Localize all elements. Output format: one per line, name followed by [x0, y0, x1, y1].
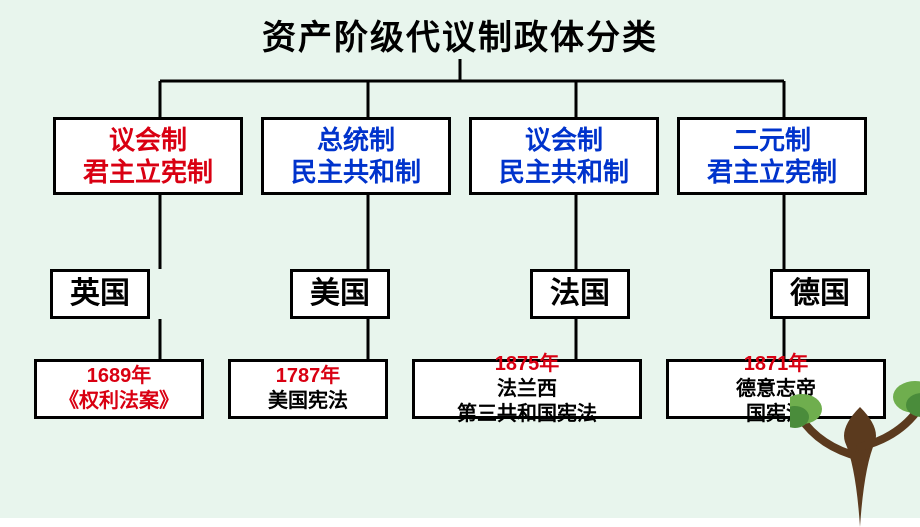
doc-box-1: 1689年 《权利法案》 — [34, 359, 204, 419]
type-box-1: 议会制 君主立宪制 — [53, 117, 243, 195]
doc-row: 1689年 《权利法案》 1787年 美国宪法 1875年法兰西 第三共和国宪法… — [0, 359, 920, 419]
type-2-line2: 民主共和制 — [264, 156, 448, 189]
doc-2-line1: 1787年 — [231, 364, 385, 389]
doc-3-line2: 第三共和国宪法 — [415, 402, 639, 427]
page-title: 资产阶级代议制政体分类 — [0, 0, 920, 59]
diagram-content: 议会制 君主立宪制 总统制 民主共和制 议会制 民主共和制 二元制 君主立宪制 … — [0, 59, 920, 517]
country-box-2: 美国 — [290, 269, 390, 319]
doc-box-2: 1787年 美国宪法 — [228, 359, 388, 419]
type-4-line1: 二元制 — [680, 124, 864, 157]
country-box-4: 德国 — [770, 269, 870, 319]
doc-3-line1: 1875年法兰西 — [415, 352, 639, 402]
country-box-1: 英国 — [50, 269, 150, 319]
doc-box-4: 1871年德意志帝 国宪法 — [666, 359, 886, 419]
doc-4-line1: 1871年德意志帝 — [669, 352, 883, 402]
doc-box-3: 1875年法兰西 第三共和国宪法 — [412, 359, 642, 419]
type-2-line1: 总统制 — [264, 124, 448, 157]
type-row: 议会制 君主立宪制 总统制 民主共和制 议会制 民主共和制 二元制 君主立宪制 — [0, 117, 920, 195]
doc-4-line2: 国宪法 — [669, 402, 883, 427]
type-box-4: 二元制 君主立宪制 — [677, 117, 867, 195]
type-3-line1: 议会制 — [472, 124, 656, 157]
type-1-line1: 议会制 — [56, 124, 240, 157]
type-box-3: 议会制 民主共和制 — [469, 117, 659, 195]
type-box-2: 总统制 民主共和制 — [261, 117, 451, 195]
type-1-line2: 君主立宪制 — [56, 156, 240, 189]
doc-1-line2: 《权利法案》 — [37, 389, 201, 414]
country-row: 英国 美国 法国 德国 — [0, 269, 920, 319]
doc-1-line1: 1689年 — [37, 364, 201, 389]
type-3-line2: 民主共和制 — [472, 156, 656, 189]
type-4-line2: 君主立宪制 — [680, 156, 864, 189]
doc-2-line2: 美国宪法 — [231, 389, 385, 414]
country-box-3: 法国 — [530, 269, 630, 319]
